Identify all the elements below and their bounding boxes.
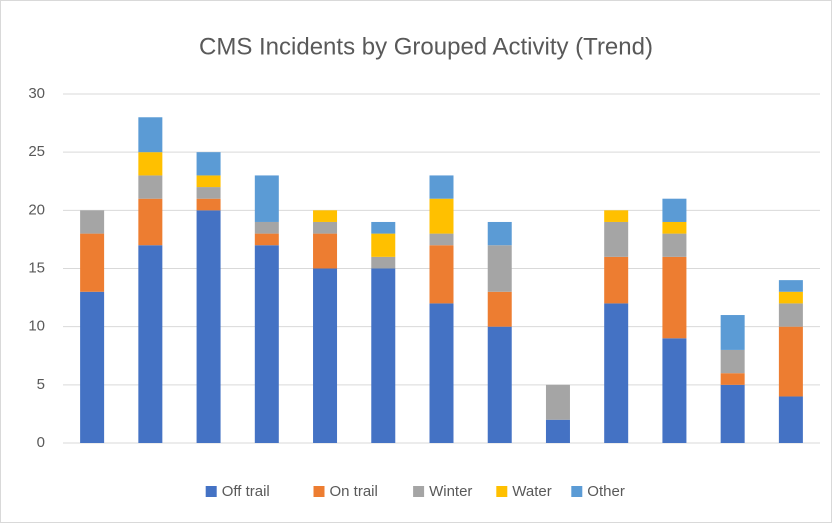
y-tick-label: 15 bbox=[28, 259, 45, 276]
bar-segment bbox=[662, 338, 687, 443]
legend-swatch bbox=[496, 486, 508, 497]
bar-segment bbox=[662, 198, 687, 222]
bar-segment bbox=[604, 303, 629, 443]
bar-segment bbox=[371, 221, 396, 234]
bar-segment bbox=[778, 326, 803, 397]
bar-segment bbox=[487, 221, 512, 246]
bar-segment bbox=[662, 256, 687, 339]
bar-segment bbox=[662, 221, 687, 234]
bar-segment bbox=[604, 210, 629, 222]
y-tick-label: 20 bbox=[28, 201, 45, 218]
bar-segment bbox=[254, 175, 279, 222]
bar-segment bbox=[196, 198, 221, 211]
legend-label: Other bbox=[587, 483, 625, 500]
bar-segment bbox=[80, 233, 105, 292]
legend-label: On trail bbox=[330, 483, 378, 500]
legend-swatch bbox=[571, 486, 583, 497]
bar-segment bbox=[429, 175, 454, 199]
bar-segment bbox=[138, 152, 163, 176]
bar-segment bbox=[138, 245, 163, 443]
legend-label: Water bbox=[512, 483, 551, 500]
bar-segment bbox=[429, 245, 454, 304]
bar-segment bbox=[487, 245, 512, 292]
bar-segment bbox=[313, 268, 338, 443]
bar-segment bbox=[778, 291, 803, 304]
bar-segment bbox=[662, 233, 687, 257]
bar-segment bbox=[196, 175, 221, 188]
bar-segment bbox=[138, 198, 163, 246]
bar-segment bbox=[313, 210, 338, 222]
bar-segment bbox=[604, 256, 629, 304]
y-tick-label: 25 bbox=[28, 143, 45, 160]
bar-segment bbox=[720, 349, 745, 374]
legend-swatch bbox=[413, 486, 425, 497]
y-tick-label: 30 bbox=[28, 85, 45, 102]
bar-segment bbox=[254, 233, 279, 246]
y-tick-label: 0 bbox=[37, 434, 45, 451]
bar-segment bbox=[196, 152, 221, 176]
bar-segment bbox=[138, 175, 163, 199]
bar-segment bbox=[371, 268, 396, 443]
bar-segment bbox=[313, 233, 338, 269]
bar-segment bbox=[429, 303, 454, 443]
bar-segment bbox=[254, 245, 279, 443]
bar-segment bbox=[313, 221, 338, 234]
bar-segment bbox=[196, 210, 221, 443]
bar-segment bbox=[429, 198, 454, 234]
bar-segment bbox=[720, 315, 745, 350]
bar-segment bbox=[429, 233, 454, 246]
bar-segment bbox=[487, 326, 512, 443]
bar-segment bbox=[604, 221, 629, 257]
bar-segment bbox=[545, 384, 570, 420]
bar-segment bbox=[371, 256, 396, 269]
bar-segment bbox=[720, 373, 745, 385]
bar-segment bbox=[720, 384, 745, 443]
bar-segment bbox=[80, 291, 105, 443]
legend-label: Off trail bbox=[222, 483, 270, 500]
bar-segment bbox=[196, 187, 221, 199]
bar-segment bbox=[138, 117, 163, 153]
bar-segment bbox=[778, 280, 803, 292]
legend-swatch bbox=[205, 486, 217, 497]
chart-title: CMS Incidents by Grouped Activity (Trend… bbox=[199, 33, 653, 60]
bar-segment bbox=[487, 291, 512, 327]
y-tick-label: 10 bbox=[28, 318, 45, 335]
bar-segment bbox=[371, 233, 396, 257]
legend-swatch bbox=[313, 486, 325, 497]
bar-segment bbox=[254, 221, 279, 234]
legend-label: Winter bbox=[429, 483, 472, 500]
y-tick-label: 5 bbox=[37, 376, 45, 393]
bar-segment bbox=[545, 419, 570, 443]
bar-segment bbox=[80, 210, 105, 234]
bar-segment bbox=[778, 303, 803, 327]
bar-segment bbox=[778, 396, 803, 443]
